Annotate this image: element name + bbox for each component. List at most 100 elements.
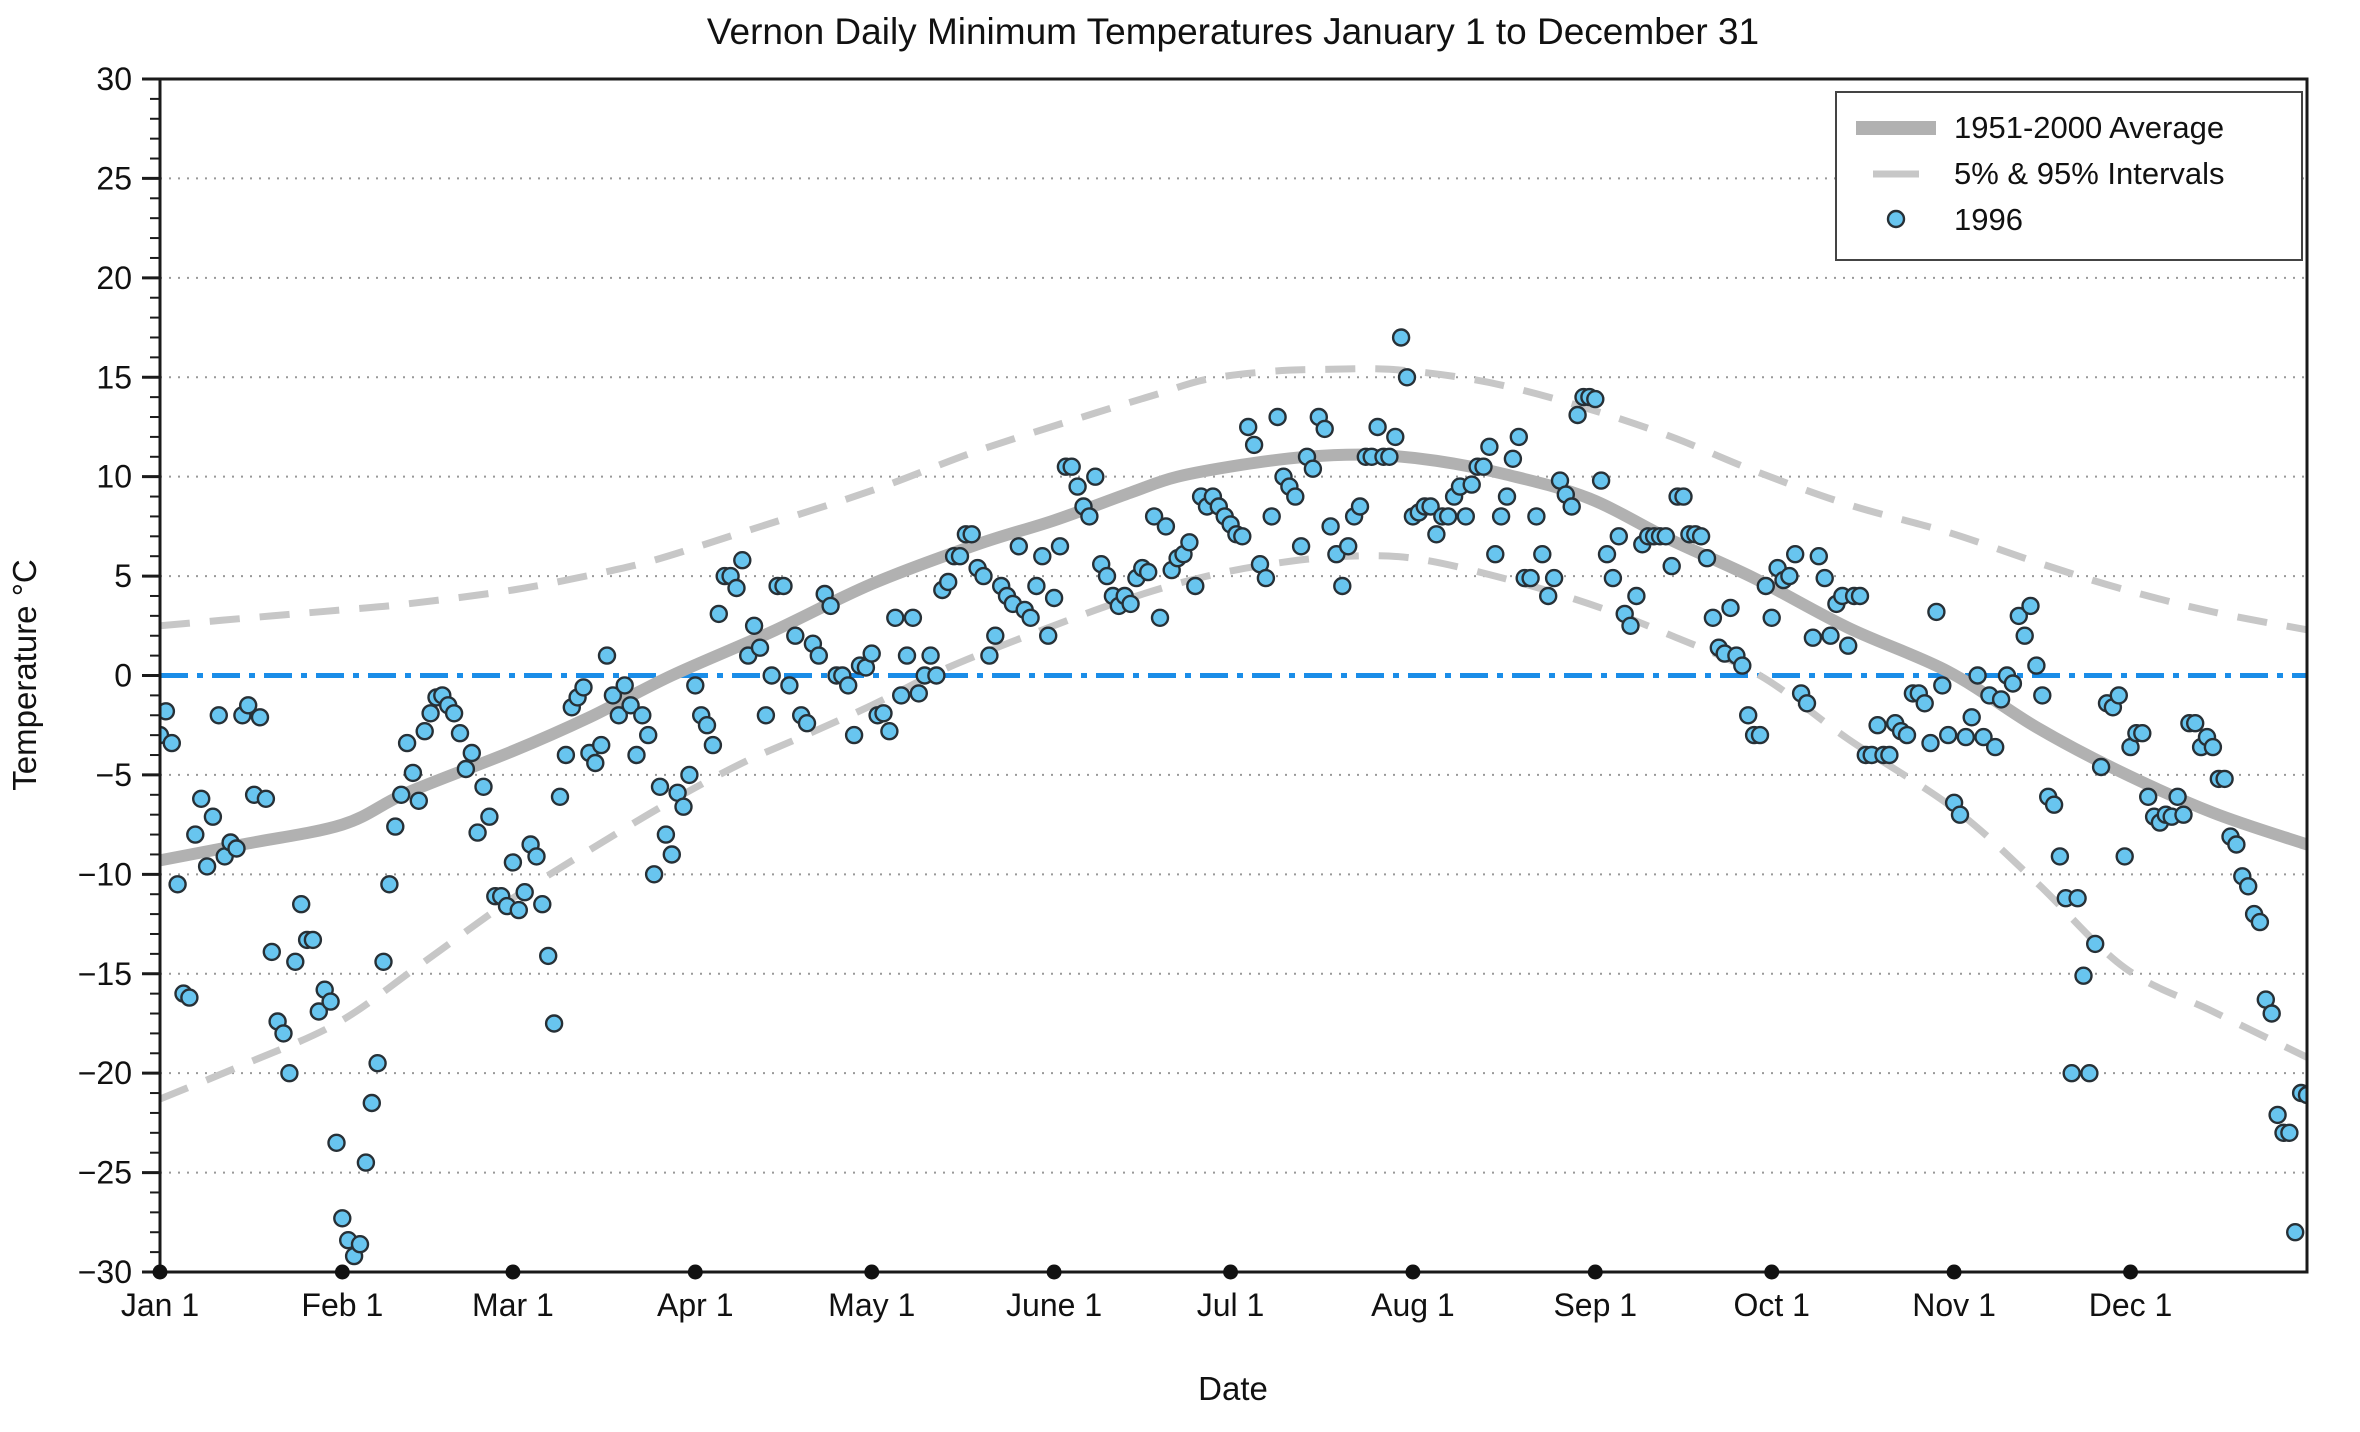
data-point-1996[interactable] xyxy=(1921,733,1940,753)
data-point-1996[interactable] xyxy=(1533,545,1552,564)
data-point-1996[interactable] xyxy=(1785,545,1805,564)
data-point-1996[interactable] xyxy=(1233,527,1252,546)
data-point-1996[interactable] xyxy=(2174,805,2193,824)
data-point-1996[interactable] xyxy=(1815,568,1834,588)
data-point-1996[interactable] xyxy=(615,676,634,695)
data-point-1996[interactable] xyxy=(321,992,340,1011)
data-point-1996[interactable] xyxy=(2115,847,2134,866)
data-point-1996[interactable] xyxy=(980,646,999,665)
data-point-1996[interactable] xyxy=(1144,507,1164,526)
data-point-1996[interactable] xyxy=(1762,608,1781,627)
data-point-1996[interactable] xyxy=(1009,537,1028,556)
data-point-1996[interactable] xyxy=(1962,708,1981,727)
data-point-1996[interactable] xyxy=(674,797,693,816)
data-point-1996[interactable] xyxy=(603,686,623,705)
data-point-1996[interactable] xyxy=(2268,1105,2287,1125)
data-point-1996[interactable] xyxy=(1950,805,1970,824)
data-point-1996[interactable] xyxy=(621,696,640,715)
data-point-1996[interactable] xyxy=(1121,594,1140,614)
data-point-1996[interactable] xyxy=(1544,568,1564,588)
data-point-1996[interactable] xyxy=(2062,1063,2081,1083)
data-point-1996[interactable] xyxy=(1780,566,1799,586)
data-point-1996[interactable] xyxy=(503,853,523,872)
data-point-1996[interactable] xyxy=(574,678,593,697)
data-point-1996[interactable] xyxy=(1380,447,1399,466)
data-point-1996[interactable] xyxy=(2050,847,2070,866)
data-point-1996[interactable] xyxy=(444,704,464,723)
data-point-1996[interactable] xyxy=(1027,576,1046,596)
data-point-1996[interactable] xyxy=(1521,568,1540,588)
data-point-1996[interactable] xyxy=(1991,690,2011,709)
data-point-1996[interactable] xyxy=(1691,527,1711,546)
data-point-1996[interactable] xyxy=(1627,586,1646,606)
data-point-1996[interactable] xyxy=(1868,716,1887,735)
data-point-1996[interactable] xyxy=(362,1093,381,1113)
data-point-1996[interactable] xyxy=(374,952,393,971)
data-point-1996[interactable] xyxy=(962,525,981,544)
data-point-1996[interactable] xyxy=(2215,769,2234,789)
data-point-1996[interactable] xyxy=(356,1153,376,1172)
data-point-1996[interactable] xyxy=(1474,457,1493,476)
data-point-1996[interactable] xyxy=(862,644,881,663)
data-point-1996[interactable] xyxy=(509,900,528,920)
data-point-1996[interactable] xyxy=(1721,598,1740,618)
data-point-1996[interactable] xyxy=(1733,656,1752,675)
data-point-1996[interactable] xyxy=(1968,666,1987,685)
data-point-1996[interactable] xyxy=(274,1024,293,1043)
data-point-1996[interactable] xyxy=(1897,725,1917,745)
data-point-1996[interactable] xyxy=(809,646,828,665)
data-point-1996[interactable] xyxy=(2021,596,2040,616)
data-point-1996[interactable] xyxy=(1591,471,1611,490)
data-point-1996[interactable] xyxy=(939,572,958,592)
data-point-1996[interactable] xyxy=(162,733,182,753)
data-point-1996[interactable] xyxy=(1180,533,1199,552)
data-point-1996[interactable] xyxy=(909,684,928,703)
data-point-1996[interactable] xyxy=(586,753,605,773)
data-point-1996[interactable] xyxy=(1021,608,1040,627)
data-point-1996[interactable] xyxy=(1738,706,1758,725)
data-point-1996[interactable] xyxy=(350,1234,370,1254)
data-point-1996[interactable] xyxy=(209,706,229,725)
data-point-1996[interactable] xyxy=(180,988,199,1007)
data-point-1996[interactable] xyxy=(368,1053,387,1073)
data-point-1996[interactable] xyxy=(480,807,499,826)
data-point-1996[interactable] xyxy=(1333,576,1352,596)
data-point-1996[interactable] xyxy=(986,626,1005,645)
data-point-1996[interactable] xyxy=(2185,714,2205,733)
data-point-1996[interactable] xyxy=(286,952,305,971)
data-point-1996[interactable] xyxy=(1603,568,1623,588)
data-point-1996[interactable] xyxy=(821,596,840,616)
data-point-1996[interactable] xyxy=(1497,487,1517,506)
data-point-1996[interactable] xyxy=(250,708,270,727)
data-point-1996[interactable] xyxy=(1674,487,1693,506)
data-point-1996[interactable] xyxy=(191,789,211,808)
data-point-1996[interactable] xyxy=(227,839,246,858)
data-point-1996[interactable] xyxy=(2074,966,2093,985)
data-point-1996[interactable] xyxy=(886,608,905,627)
data-point-1996[interactable] xyxy=(450,724,470,743)
data-point-1996[interactable] xyxy=(1156,517,1176,536)
data-point-1996[interactable] xyxy=(1797,694,1817,713)
data-point-1996[interactable] xyxy=(1480,437,1499,456)
data-point-1996[interactable] xyxy=(680,765,699,785)
data-point-1996[interactable] xyxy=(727,578,746,598)
data-point-1996[interactable] xyxy=(733,551,752,570)
data-point-1996[interactable] xyxy=(380,875,399,894)
data-point-1996[interactable] xyxy=(892,686,911,705)
data-point-1996[interactable] xyxy=(262,942,281,962)
data-point-1996[interactable] xyxy=(2262,1004,2281,1023)
data-point-1996[interactable] xyxy=(639,725,658,745)
data-point-1996[interactable] xyxy=(1050,537,1070,556)
data-point-1996[interactable] xyxy=(1662,556,1681,576)
data-point-1996[interactable] xyxy=(950,547,970,566)
data-point-1996[interactable] xyxy=(1315,419,1334,439)
data-point-1996[interactable] xyxy=(1044,588,1064,608)
data-point-1996[interactable] xyxy=(797,714,817,733)
data-point-1996[interactable] xyxy=(1262,507,1281,526)
data-point-1996[interactable] xyxy=(186,825,205,844)
data-point-1996[interactable] xyxy=(238,696,258,715)
data-point-1996[interactable] xyxy=(1368,417,1387,437)
data-point-1996[interactable] xyxy=(1697,549,1717,568)
data-point-1996[interactable] xyxy=(2068,889,2087,908)
data-point-1996[interactable] xyxy=(309,1002,328,1021)
